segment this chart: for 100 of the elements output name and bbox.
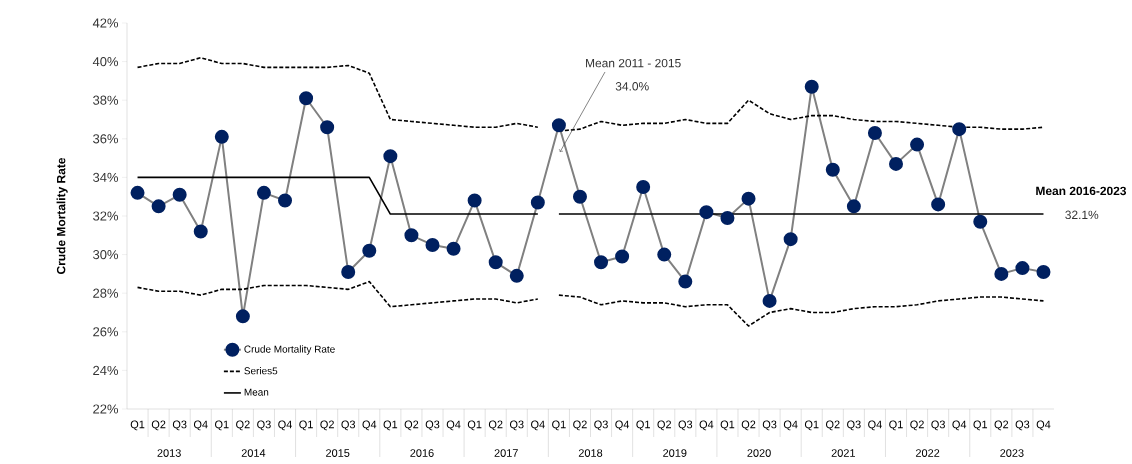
point <box>193 224 208 239</box>
y-tick-label: 22% <box>93 404 119 414</box>
x-tick-label: Q4 <box>783 420 798 431</box>
point <box>299 91 314 106</box>
x-tick-label: Q1 <box>215 420 229 431</box>
x-tick-label: Q2 <box>320 420 334 431</box>
point <box>783 232 798 247</box>
x-tick-label: Q3 <box>1015 420 1030 431</box>
x-tick-label: Q3 <box>594 420 608 431</box>
x-tick-label: Q2 <box>826 420 840 431</box>
text: 2014 <box>241 449 266 457</box>
point <box>256 185 271 200</box>
x-tick-label: Q1 <box>973 420 988 431</box>
text: 2016 <box>410 449 434 457</box>
x-tick-label: Q4 <box>531 420 545 431</box>
point <box>488 255 503 270</box>
x-tick-label: Q4 <box>699 420 714 431</box>
x-tick-label: Q2 <box>994 420 1009 431</box>
x-tick-label: Q3 <box>509 420 524 431</box>
y-tick-label: 32% <box>93 211 119 221</box>
legend-label: Mean <box>244 388 269 396</box>
x-tick-label: Q4 <box>362 420 377 431</box>
x-tick-label: Q1 <box>299 420 313 431</box>
x-tick-label: Q3 <box>341 420 356 431</box>
point <box>404 228 419 243</box>
y-tick-label: 24% <box>93 365 119 375</box>
point <box>973 214 988 229</box>
point <box>994 266 1009 281</box>
x-tick-label: Q3 <box>425 420 440 431</box>
y-tick-label: 42% <box>92 18 119 28</box>
x-tick-label: Q3 <box>931 420 945 431</box>
x-tick-label: Q1 <box>720 420 735 431</box>
text: 2017 <box>494 449 518 457</box>
x-tick-label: Q2 <box>573 420 587 431</box>
point <box>952 122 967 137</box>
x-tick-label: Q2 <box>404 420 419 431</box>
point <box>235 309 250 324</box>
x-tick-label: Q2 <box>657 420 672 431</box>
x-tick-label: Q4 <box>868 420 882 431</box>
x-tick-label: Q4 <box>193 420 208 431</box>
point <box>467 193 482 208</box>
point <box>278 193 293 208</box>
x-tick-label: Q2 <box>741 420 756 431</box>
point <box>1015 261 1030 276</box>
x-tick-label: Q1 <box>467 420 482 431</box>
line-series <box>558 294 1045 327</box>
text: 2020 <box>747 449 771 457</box>
point <box>720 210 735 225</box>
text: 2019 <box>663 449 687 457</box>
point <box>762 293 777 308</box>
point <box>320 120 335 135</box>
text: 32.1% <box>1065 210 1099 220</box>
point <box>678 274 693 289</box>
y-axis-title: Crude Mortality Rate <box>56 157 68 274</box>
point <box>509 268 524 283</box>
y-tick-label: 30% <box>93 250 119 260</box>
point <box>572 189 587 204</box>
point <box>867 126 882 141</box>
legend-label: Crude Mortality Rate <box>244 345 335 355</box>
point <box>846 199 861 214</box>
legend-label: Series5 <box>244 367 278 375</box>
x-tick-label: Q3 <box>678 420 693 431</box>
x-tick-label: Q2 <box>236 420 250 431</box>
point <box>151 199 166 214</box>
text: 2015 <box>326 449 350 457</box>
point <box>383 149 398 164</box>
y-tick-label: 28% <box>93 288 119 298</box>
x-tick-label: Q1 <box>383 420 398 431</box>
x-tick-label: Q3 <box>847 420 861 431</box>
point <box>657 247 672 262</box>
point <box>910 137 925 152</box>
x-tick-label: Q4 <box>446 420 461 431</box>
point <box>931 197 946 212</box>
point <box>1036 264 1051 279</box>
point <box>615 249 630 264</box>
point <box>425 237 440 252</box>
x-tick-label: Q3 <box>172 420 187 431</box>
x-tick-label: Q1 <box>130 420 145 431</box>
annotation: Mean 2011 - 2015 <box>586 58 681 68</box>
text: 2023 <box>1000 449 1024 457</box>
x-tick-label: Q1 <box>889 420 903 431</box>
x-tick-label: Q4 <box>278 420 292 431</box>
point <box>741 191 756 206</box>
x-tick-label: Q4 <box>615 420 630 431</box>
x-tick-label: Q3 <box>762 420 777 431</box>
y-tick-label: 38% <box>93 95 119 105</box>
annotation: 34.0% <box>615 82 649 91</box>
x-tick-label: Q2 <box>910 420 924 431</box>
point <box>594 255 609 270</box>
point <box>825 162 840 177</box>
point <box>341 264 356 279</box>
text: 2021 <box>831 449 855 457</box>
point <box>804 79 819 94</box>
y-tick-label: 36% <box>93 134 119 144</box>
y-tick-label: 40% <box>92 57 119 67</box>
annotation: Mean 2016-2023 <box>1036 186 1127 196</box>
x-tick-label: Q4 <box>952 420 967 431</box>
point <box>446 241 461 256</box>
x-tick-label: Q1 <box>552 420 566 431</box>
point <box>172 187 187 202</box>
